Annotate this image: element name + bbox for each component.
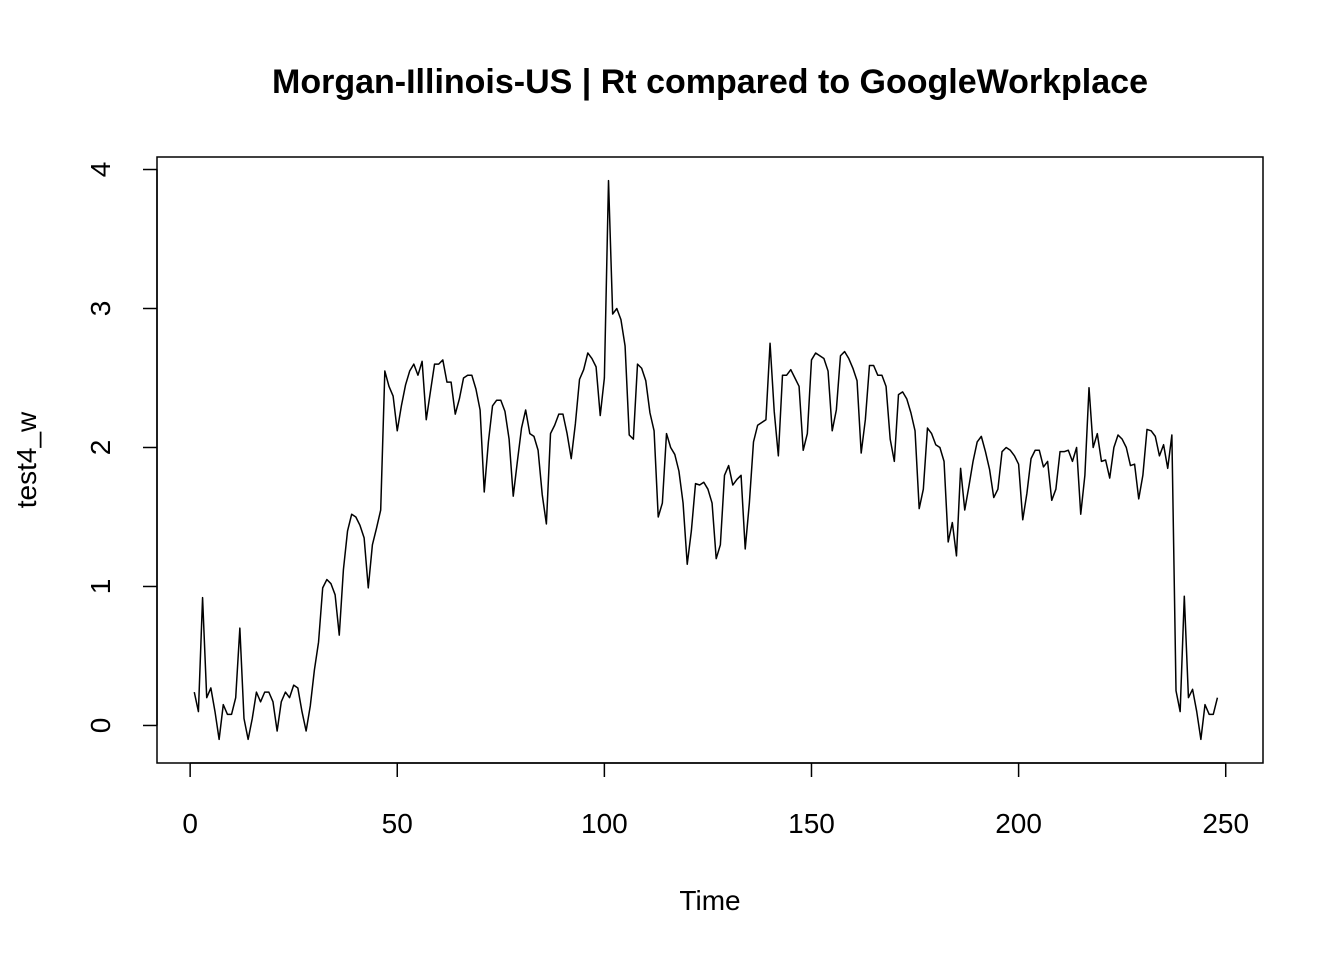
x-tick-label: 250 xyxy=(1202,808,1249,839)
x-axis: 0 50 100 150 200 250 xyxy=(182,762,1249,839)
x-tick-label: 200 xyxy=(995,808,1042,839)
y-axis-label: test4_w xyxy=(11,411,42,508)
y-axis: 0 1 2 3 4 xyxy=(85,162,158,734)
x-tick-label: 0 xyxy=(182,808,198,839)
y-tick-label: 2 xyxy=(85,440,116,456)
chart-title: Morgan-Illinois-US | Rt compared to Goog… xyxy=(272,63,1148,101)
series-line-test4-w xyxy=(193,179,1219,741)
x-tick-label: 50 xyxy=(382,808,413,839)
x-tick-label: 100 xyxy=(581,808,628,839)
x-tick-label: 150 xyxy=(788,808,835,839)
x-axis-label: Time xyxy=(679,885,740,916)
y-tick-label: 3 xyxy=(85,301,116,317)
y-tick-label: 0 xyxy=(85,718,116,734)
plot-frame xyxy=(156,156,1264,764)
y-tick-label: 4 xyxy=(85,162,116,178)
y-tick-label: 1 xyxy=(85,579,116,595)
